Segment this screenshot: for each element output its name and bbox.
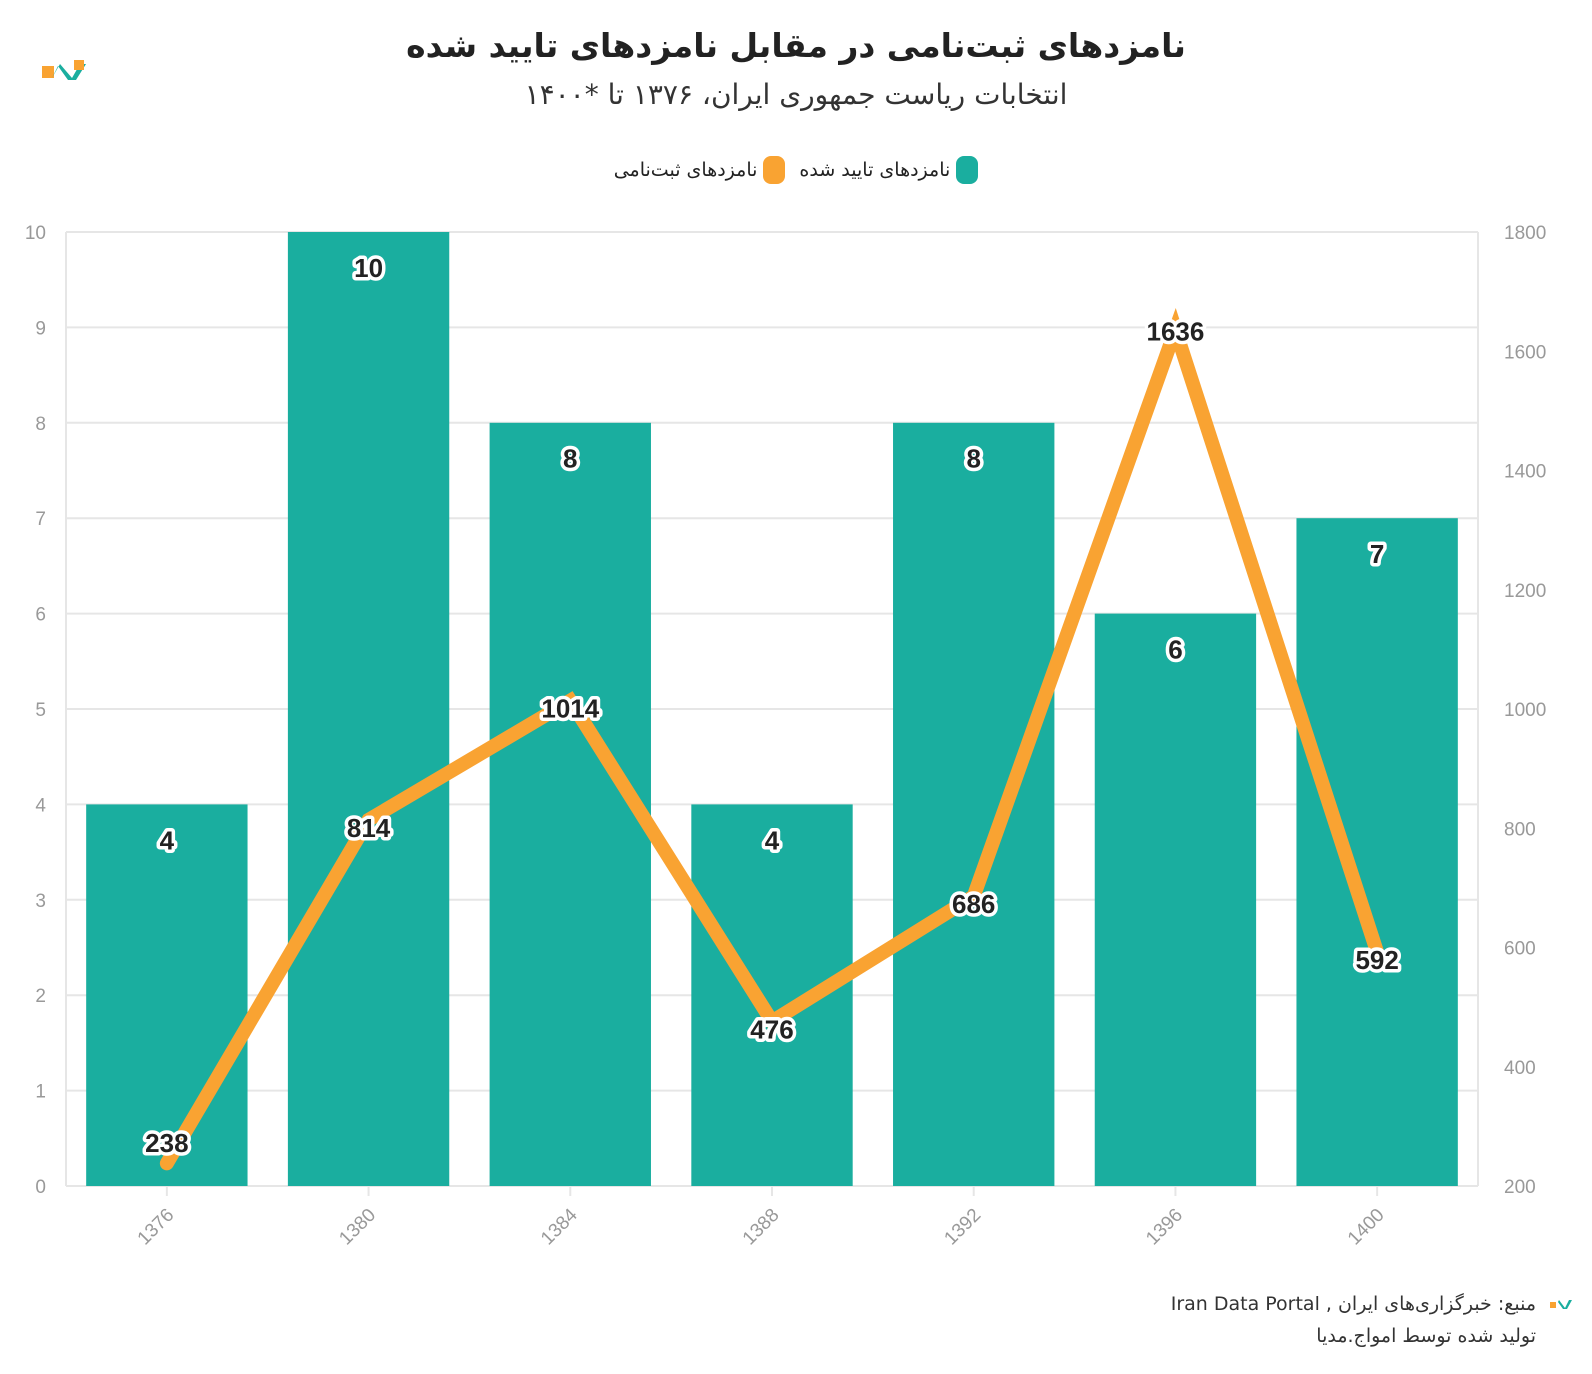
line-data-label: 1636	[1147, 317, 1205, 347]
y-right-tick-label: 1200	[1504, 581, 1546, 602]
y-right-tick-label: 600	[1504, 939, 1536, 960]
bar	[893, 422, 1055, 1186]
y-right-tick-label: 800	[1504, 819, 1536, 840]
x-tick-label: 1376	[134, 1205, 179, 1250]
y-left-tick-label: 7	[35, 509, 46, 530]
bar	[86, 804, 248, 1186]
y-left-tick-label: 5	[35, 700, 46, 721]
source-text: منبع: خبرگزاری‌های ایران , Iran Data Por…	[1170, 1293, 1536, 1315]
bar	[691, 804, 853, 1186]
legend-label-approved: نامزدهای تایید شده	[799, 159, 951, 181]
x-tick-label: 1400	[1344, 1205, 1389, 1250]
y-right-tick-label: 1000	[1504, 700, 1546, 721]
line-data-label: 592	[1355, 945, 1398, 975]
legend-item-registered[interactable]: نامزدهای ثبت‌نامی	[614, 156, 786, 184]
y-right-tick-label: 1600	[1504, 342, 1546, 363]
line-data-label: 686	[952, 889, 995, 919]
y-left-tick-label: 3	[35, 891, 46, 912]
line-series	[159, 308, 1385, 1171]
y-left-tick-label: 1	[35, 1082, 46, 1103]
legend-label-registered: نامزدهای ثبت‌نامی	[613, 159, 758, 181]
bar-data-label: 10	[354, 253, 383, 283]
y-left-tick-label: 6	[35, 605, 46, 626]
y-left-tick-label: 8	[35, 414, 46, 435]
y-left-tick-label: 4	[35, 795, 46, 816]
bar	[287, 232, 450, 1186]
line-data-label: 476	[750, 1014, 793, 1044]
y-right-tick-label: 1800	[1504, 223, 1546, 244]
y-right-tick-label: 1400	[1504, 462, 1546, 483]
y-left-tick-label: 2	[35, 986, 46, 1007]
legend-swatch-approved	[956, 156, 979, 184]
chart-title: نامزدهای ثبت‌نامی در مقابل نامزدهای تایی…	[406, 26, 1186, 65]
bar-data-label: 4	[765, 825, 780, 855]
line-data-label: 1014	[541, 694, 599, 724]
brand-logo-icon	[42, 60, 86, 80]
x-tick-label: 1388	[739, 1205, 784, 1250]
x-tick-label: 1392	[941, 1205, 986, 1250]
chart-legend: نامزدهای تایید شده نامزدهای ثبت‌نامی	[0, 156, 1592, 184]
bar	[489, 422, 651, 1186]
bar-data-label: 6	[1168, 634, 1182, 664]
bar	[1296, 518, 1458, 1186]
chart-subtitle: انتخابات ریاست جمهوری ایران، ۱۳۷۶ تا *۱۴…	[524, 78, 1068, 111]
x-tick-label: 1384	[537, 1204, 582, 1249]
bar-data-label: 7	[1370, 539, 1384, 569]
chart-plot: 0 1 2 3 4 5 6 7 8 9 10 200 400 600 800 1000 1200 1400 1600…	[25, 223, 1546, 1250]
y-left-tick-label: 0	[35, 1177, 46, 1198]
x-tick-label: 1380	[335, 1205, 380, 1250]
y-left-tick-label: 10	[25, 223, 46, 244]
bar-data-label: 4	[160, 825, 175, 855]
footer-logo-icon	[1550, 1300, 1572, 1309]
credit-text: تولید شده توسط امواج.مدیا	[1316, 1325, 1536, 1347]
bar-data-label: 8	[966, 444, 980, 474]
y-right-tick-label: 200	[1504, 1177, 1536, 1198]
bar	[1094, 613, 1257, 1186]
footer: منبع: خبرگزاری‌های ایران , Iran Data Por…	[1171, 1288, 1536, 1352]
y-right-tick-label: 400	[1504, 1058, 1536, 1079]
legend-item-approved[interactable]: نامزدهای تایید شده	[799, 156, 979, 184]
y-left-tick-label: 9	[35, 318, 46, 339]
legend-swatch-registered	[763, 156, 786, 184]
x-tick-label: 1396	[1142, 1205, 1187, 1250]
bar-data-label: 8	[563, 444, 577, 474]
line-data-label: 238	[145, 1128, 188, 1158]
line-data-label: 814	[347, 813, 391, 843]
